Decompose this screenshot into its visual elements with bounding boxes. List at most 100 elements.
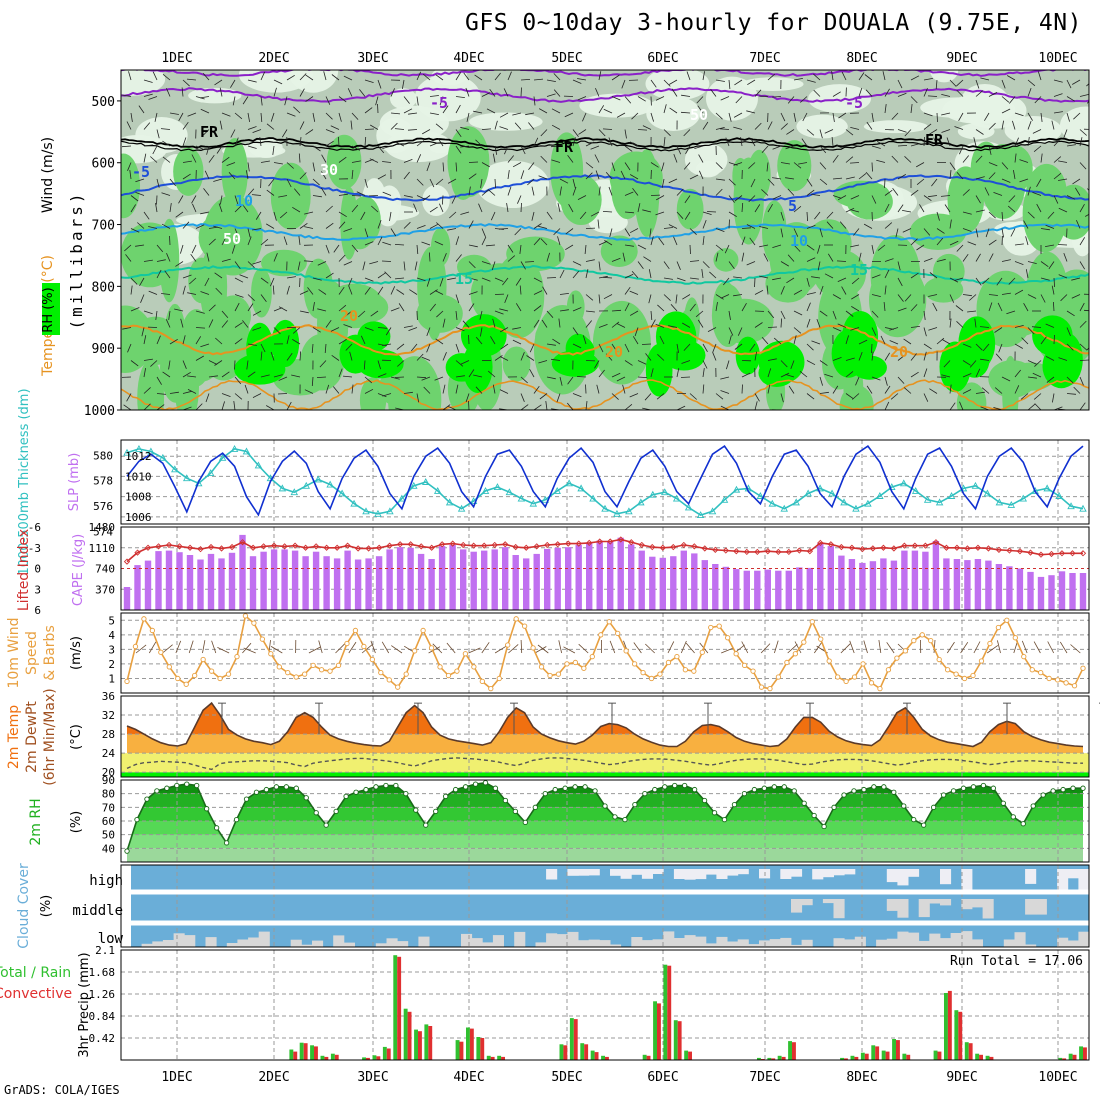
wind-barb	[632, 336, 639, 345]
wind-barb	[121, 145, 132, 148]
wind-barb	[1045, 244, 1055, 247]
wind-barb	[1053, 406, 1063, 410]
wind-barb	[979, 326, 990, 328]
cape-bar	[806, 567, 813, 610]
wind-barb	[1086, 83, 1089, 87]
wind-barb	[377, 286, 384, 295]
wind-barb	[806, 79, 816, 83]
precip-total-bar	[424, 1024, 429, 1060]
cloud-high-gap	[791, 869, 803, 877]
wind-barb	[1027, 211, 1035, 219]
wind-barb	[715, 244, 724, 251]
wind-barb	[643, 256, 652, 262]
wind-barb	[931, 178, 938, 187]
wind-barb	[156, 178, 160, 188]
wind-barb	[377, 343, 387, 347]
wind-barb	[407, 129, 418, 131]
precip-total-bar	[767, 1057, 772, 1060]
top-day-label: 10DEC	[1038, 51, 1077, 66]
wind-barb	[1045, 356, 1055, 361]
cloud-low-gap	[961, 931, 973, 947]
wind-barb	[1001, 211, 1004, 222]
wind-barb	[494, 178, 496, 189]
wind-barb	[949, 240, 959, 246]
wind-barb	[634, 327, 639, 337]
wind-barb	[187, 375, 197, 378]
wind-barb	[125, 254, 132, 262]
wind-barb	[772, 195, 782, 200]
wind-barb	[468, 277, 478, 281]
wind10m-barb	[774, 640, 779, 654]
rh-moist-patch	[714, 298, 774, 344]
wind-barb	[910, 371, 919, 378]
wind-barb	[517, 195, 522, 204]
rh2m-line-point	[851, 788, 857, 794]
wind-barb	[988, 294, 998, 296]
wind-barb	[270, 277, 275, 287]
precip-convective-bar	[844, 1058, 848, 1060]
wind-speed-line-point	[631, 661, 638, 667]
thickness-line-point	[756, 492, 765, 499]
wind-barb	[780, 228, 784, 238]
wind-barb	[195, 145, 205, 151]
wind-barb	[1001, 376, 1011, 382]
wind-barb	[423, 386, 431, 394]
rh2m-line-point	[1080, 785, 1086, 791]
wind-barb	[884, 178, 886, 189]
wind-barb	[806, 178, 813, 187]
wind-barb	[362, 261, 366, 271]
wind-barb	[1048, 261, 1055, 270]
wind-barb	[124, 244, 132, 252]
wind-barb	[360, 211, 366, 221]
lifted-index-line-point	[859, 545, 866, 553]
wind-barb	[602, 128, 613, 130]
wind-barb	[884, 203, 890, 213]
wind-barb	[156, 269, 162, 279]
wind-barb	[699, 170, 704, 180]
top-day-label: 8DEC	[846, 51, 877, 66]
wind-barb	[572, 327, 579, 336]
cloud-low-gap	[492, 935, 504, 947]
wind-barb	[1093, 245, 1094, 254]
wind-barb	[234, 137, 239, 147]
wind-barb	[358, 310, 366, 318]
slp-frame	[120, 439, 1090, 525]
wind-barb	[897, 92, 907, 97]
cape-bar	[481, 550, 488, 610]
cape-tick-label: 740	[95, 563, 115, 576]
wind-barb	[928, 294, 938, 297]
cloud-low-gap	[844, 939, 856, 947]
cloud-low-gap	[567, 931, 579, 947]
t2m-tick-label: 28	[102, 728, 115, 741]
rh-dry-patch	[389, 88, 417, 110]
cape-bar	[165, 550, 173, 610]
wind-barb	[624, 145, 633, 152]
wind-barb	[260, 277, 269, 284]
wind10m-barb	[813, 642, 823, 654]
cape-bar	[428, 559, 435, 610]
wind-barb	[698, 154, 704, 163]
wind-barb	[780, 261, 790, 267]
lifted-index-line-point	[354, 545, 362, 552]
t2m-hot-area	[127, 703, 1029, 735]
precip-total-bar	[964, 1042, 969, 1060]
wind-barb	[759, 275, 769, 279]
wind-barb	[754, 351, 757, 361]
wind-barb	[272, 285, 275, 295]
wind-barb	[682, 322, 691, 328]
wind-barb	[669, 79, 678, 85]
wind-barb	[605, 171, 613, 180]
wind-barb	[551, 124, 561, 130]
lifted-index-line-point	[638, 541, 645, 549]
wind-barb	[504, 294, 509, 304]
wind-barb	[273, 211, 277, 221]
wind-barb	[247, 371, 256, 378]
wind-barb	[209, 409, 210, 410]
thickness-line-point	[768, 499, 777, 507]
wind-barb	[916, 244, 925, 251]
wind-barb	[849, 162, 860, 164]
wind-speed-line-point	[445, 672, 452, 679]
wind10m-barb	[391, 645, 403, 654]
wind10m-barb	[211, 640, 217, 654]
cape-bar	[649, 556, 656, 610]
